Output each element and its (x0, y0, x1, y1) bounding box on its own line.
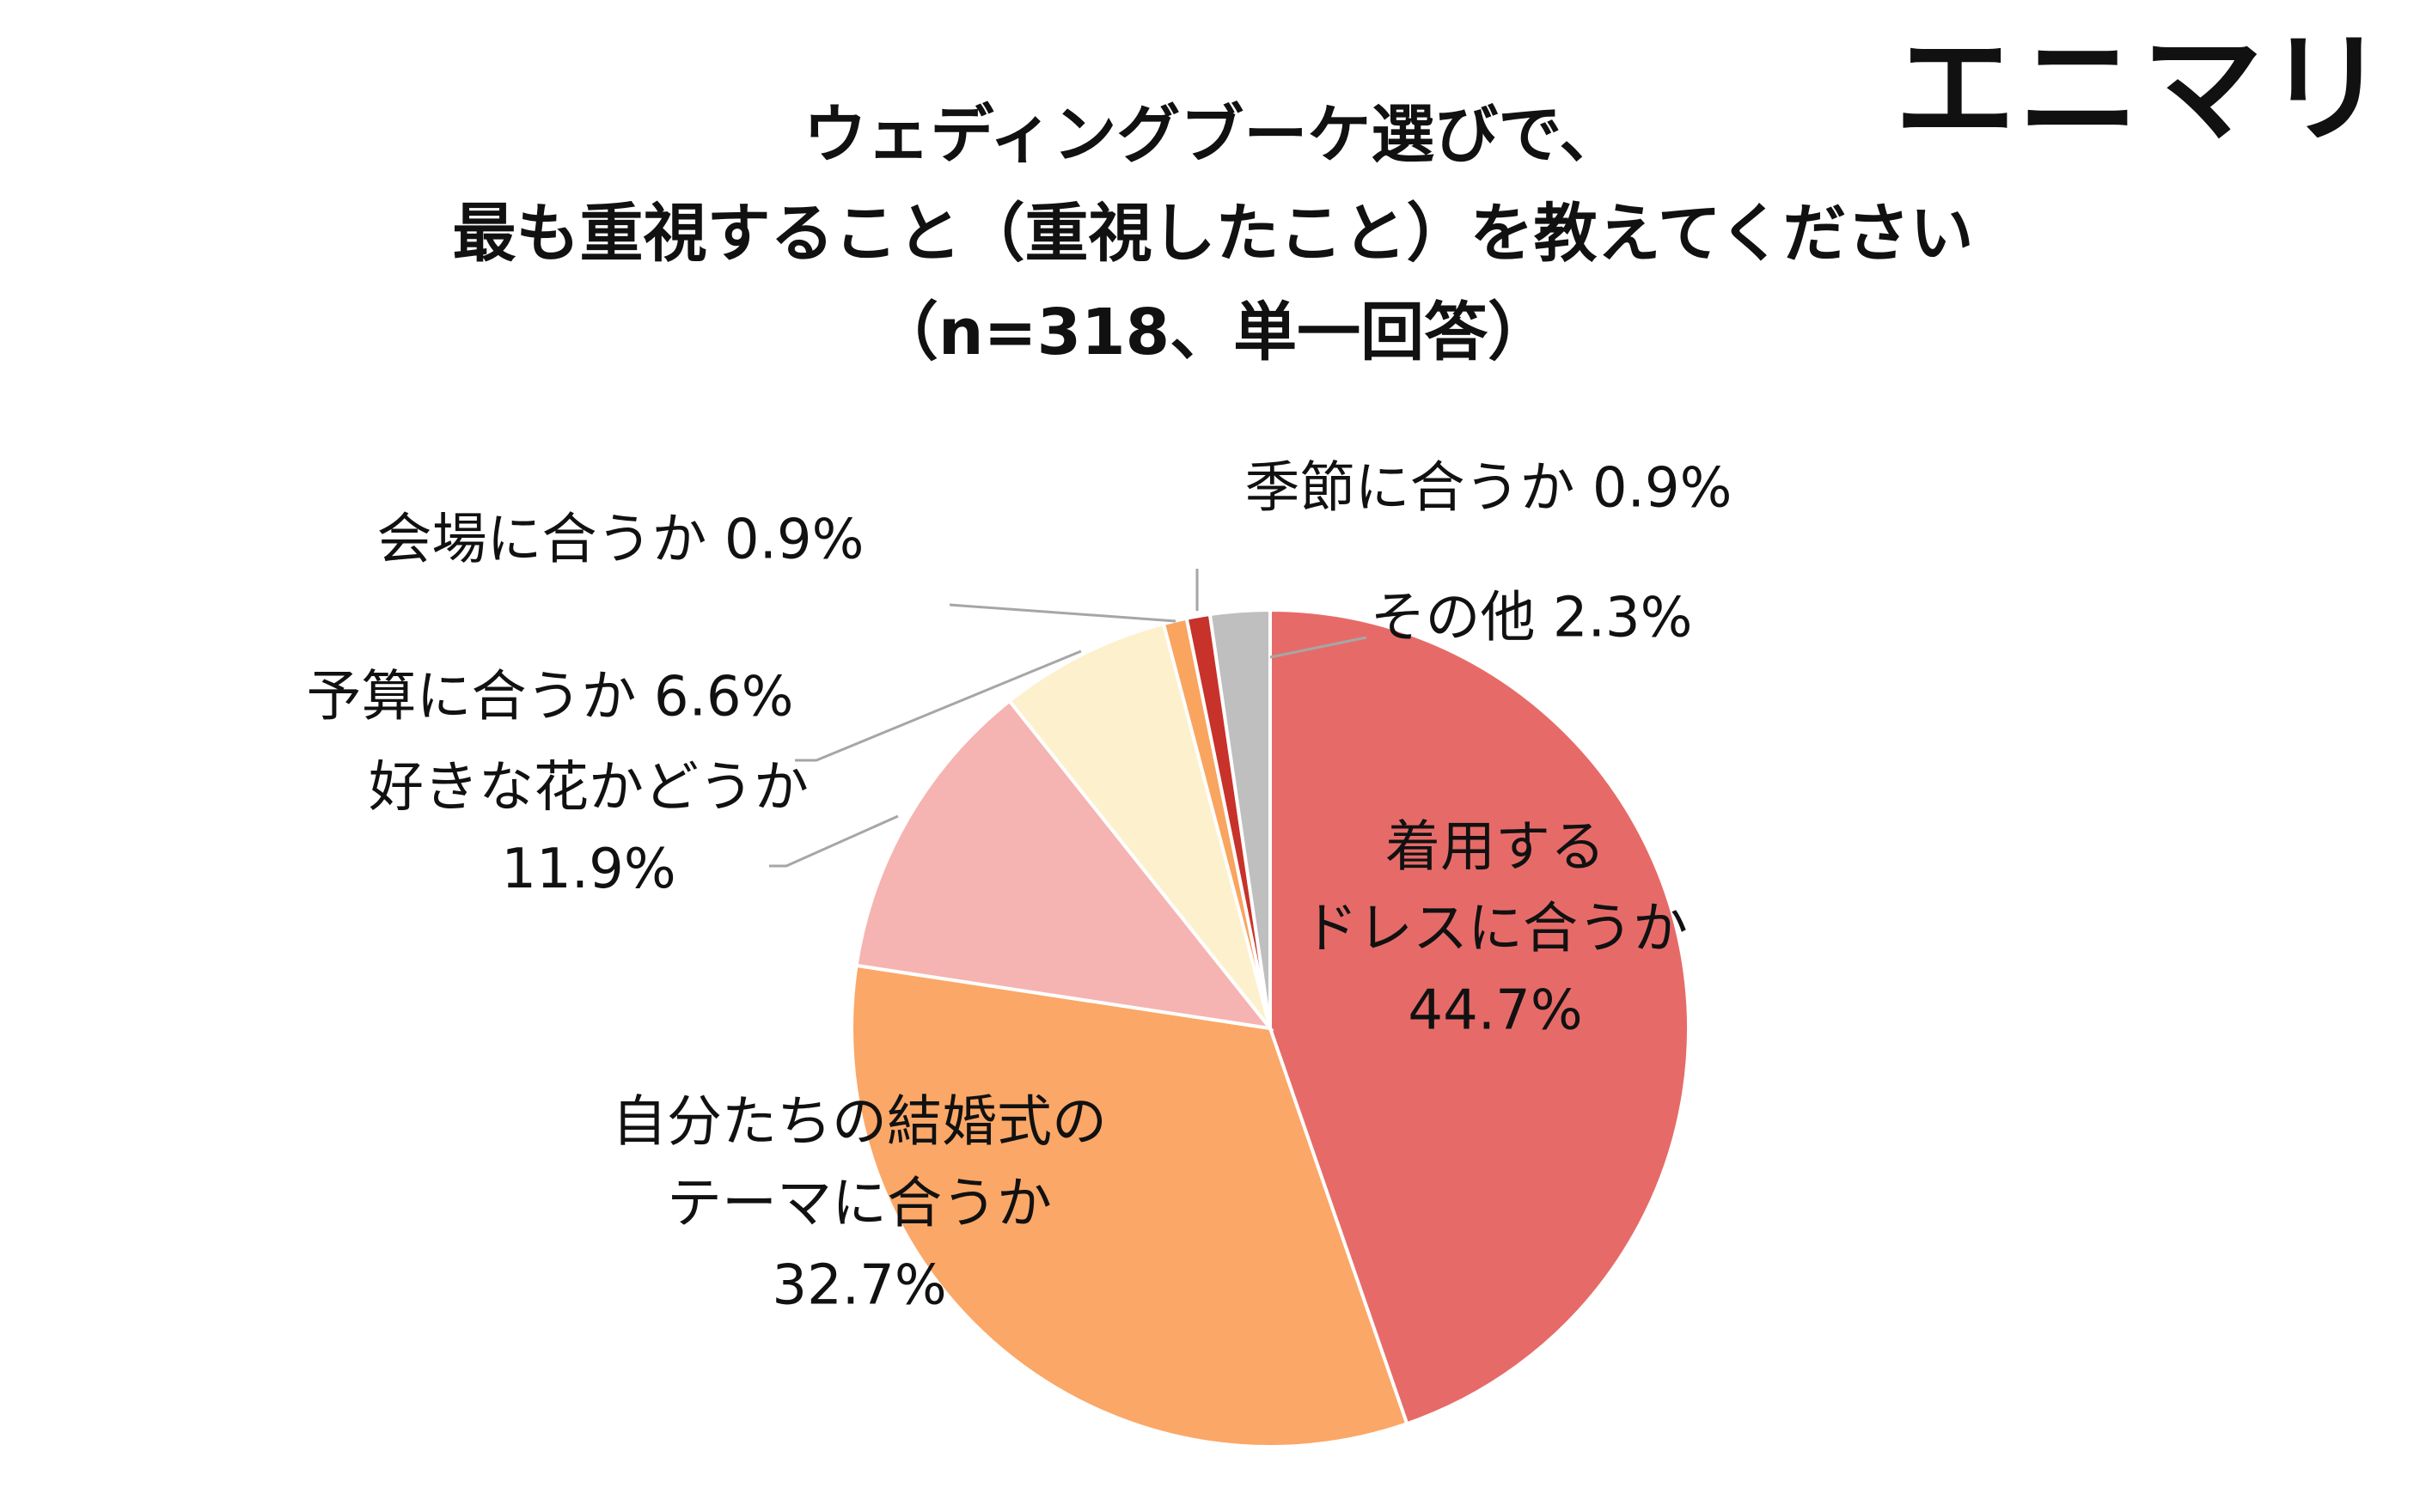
data-label-line: テーマに合うか (667, 1173, 1052, 1236)
data-label-line: 会場に合うか 0.9% (377, 509, 865, 572)
chart-title: ウェディングブーケ選びで、 最も重視すること（重視したこと）を教えてください （… (0, 86, 2426, 382)
data-label-line: 32.7% (772, 1254, 946, 1318)
pie-slice-theme (850, 963, 1409, 1449)
data-label-venue: 会場に合うか 0.9% (377, 509, 865, 572)
title-line-1: ウェディングブーケ選びで、 (803, 98, 1623, 172)
data-label-line: 自分たちの結婚式の (612, 1091, 1107, 1155)
leader-line-budget (795, 649, 1082, 762)
title-line-2: 最も重視すること（重視したこと）を教えてください (452, 197, 1974, 271)
data-label-line: ドレスに合うか (1303, 898, 1688, 961)
leader-lines (769, 569, 1367, 868)
title-line-3: （n=318、単一回答） (874, 296, 1552, 369)
data-label-flower: 好きな花かどうか 11.9% (369, 756, 809, 901)
enimari-logo: エニマリ (1894, 20, 2390, 160)
leader-line-venue (949, 603, 1176, 623)
data-label-season: 季節に合うか 0.9% (1245, 457, 1732, 521)
pie-slice-other (1207, 607, 1272, 1029)
data-label-line: 11.9% (501, 838, 675, 901)
data-labels: 着用するドレスに合うか 44.7% 自分たちの結婚式のテーマに合うか 32.7% 好きな… (307, 457, 1732, 1318)
data-label-line: 着用する (1385, 816, 1605, 880)
data-label-budget: 予算に合うか 6.6% (307, 666, 794, 729)
pie-slice-dress (1268, 607, 1691, 1426)
data-label-line: その他 2.3% (1371, 587, 1693, 650)
data-label-line: 好きな花かどうか (369, 756, 809, 820)
data-label-line: 予算に合うか 6.6% (307, 666, 794, 729)
data-label-line: 季節に合うか 0.9% (1245, 457, 1732, 521)
data-label-other: その他 2.3% (1371, 587, 1693, 650)
leader-line-flower (769, 814, 899, 868)
pie-slice-budget (1006, 621, 1272, 1030)
data-label-theme: 自分たちの結婚式のテーマに合うか 32.7% (612, 1091, 1107, 1318)
data-label-line: 44.7% (1408, 979, 1582, 1043)
pie-slices (850, 607, 1691, 1449)
data-label-dress: 着用するドレスに合うか 44.7% (1303, 816, 1688, 1043)
pie-slice-flower (854, 698, 1274, 1031)
leader-line-other (1269, 636, 1367, 659)
